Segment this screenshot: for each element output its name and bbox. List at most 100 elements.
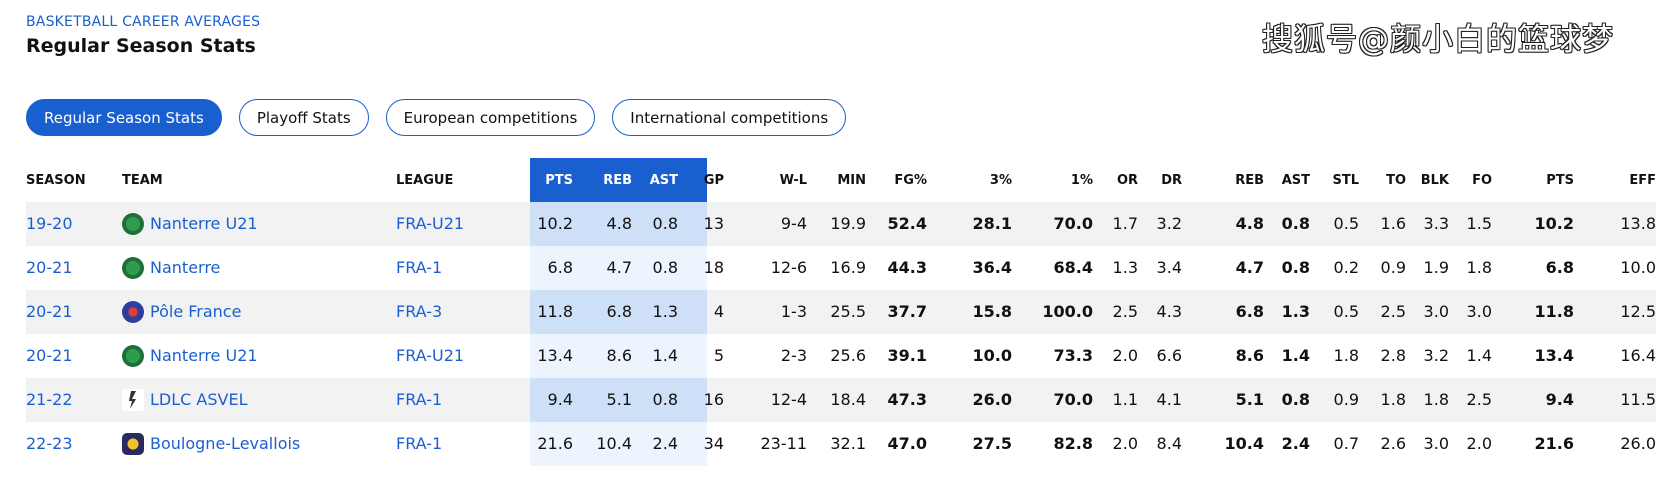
season-link[interactable]: 19-20 [26,214,73,233]
col-min-value: 25.6 [830,346,866,365]
col-gp-header[interactable]: GP [703,173,724,188]
league-link[interactable]: FRA-U21 [396,214,465,233]
col-stl-value: 0.9 [1333,390,1359,409]
boulogne-logo-icon [122,433,144,455]
col-dr-header[interactable]: DR [1161,173,1182,188]
col-pts-header[interactable]: PTS [1546,173,1574,188]
col-3p-value: 36.4 [972,258,1012,277]
col-pts-value: 6.8 [1545,258,1574,277]
col-eff-value: 16.4 [1620,346,1656,365]
col-3p-value: 26.0 [972,390,1012,409]
team-link[interactable]: Nanterre U21 [150,346,258,365]
team-link[interactable]: LDLC ASVEL [150,390,248,409]
team-link[interactable]: Pôle France [150,302,242,321]
col-fg-value: 37.7 [887,302,927,321]
col-fg-header[interactable]: FG% [894,173,927,188]
table-row: 20-21 Pôle France FRA-3 11.8 6.8 1.3 4 1-3 25.5 3… [26,290,1656,334]
nanterre-logo-icon [122,213,144,235]
col-dr-value: 4.3 [1156,302,1182,321]
col-1p-value: 73.3 [1053,346,1093,365]
league-link[interactable]: FRA-1 [396,258,443,277]
col-to-value: 1.8 [1380,390,1406,409]
col-or-value: 1.1 [1112,390,1138,409]
col-blk-value: 3.0 [1423,434,1449,453]
col-blk-value: 1.8 [1423,390,1449,409]
team-header[interactable]: TEAM [122,173,163,188]
col-to-value: 2.8 [1380,346,1406,365]
stats-tabs: Regular Season Stats Playoff Stats Europ… [26,99,847,136]
col-reb-header[interactable]: REB [1235,173,1264,188]
team-link[interactable]: Nanterre [150,258,221,277]
col-reb-value: 6.8 [1235,302,1264,321]
col-reb-value: 10.4 [1224,434,1264,453]
col-dr-value: 4.1 [1156,390,1182,409]
league-header[interactable]: LEAGUE [396,173,454,188]
team-link[interactable]: Boulogne-Levallois [150,434,301,453]
col-wl-header[interactable]: W-L [779,173,807,188]
col-fo-value: 2.0 [1466,434,1492,453]
col-reb-value: 5.1 [1235,390,1264,409]
season-link[interactable]: 20-21 [26,258,73,277]
col-stl-header[interactable]: STL [1332,173,1359,188]
watermark: 搜狐号@颜小白的篮球梦 [1262,22,1614,58]
tab-regular-season[interactable]: Regular Season Stats [26,99,222,136]
league-link[interactable]: FRA-1 [396,390,443,409]
tab-international[interactable]: International competitions [612,99,847,136]
col-3p-value: 27.5 [972,434,1012,453]
league-link[interactable]: FRA-1 [396,434,443,453]
col-1p-header[interactable]: 1% [1070,173,1093,188]
tab-playoff[interactable]: Playoff Stats [238,99,369,136]
col-fg-value: 44.3 [887,258,927,277]
col-fo-value: 1.8 [1466,258,1492,277]
col-eff-value: 13.8 [1620,214,1656,233]
season-link[interactable]: 20-21 [26,346,73,365]
col-to-value: 2.6 [1380,434,1406,453]
col-fg-value: 47.3 [887,390,927,409]
col-to-header[interactable]: TO [1386,173,1406,188]
col-min-header[interactable]: MIN [837,173,866,188]
col-min-value: 16.9 [830,258,866,277]
col-ast-header[interactable]: AST [1281,173,1310,188]
col-dr-value: 8.4 [1156,434,1182,453]
col-blk-value: 3.3 [1423,214,1449,233]
col-reb-value: 4.8 [1235,214,1264,233]
col-eff-value: 10.0 [1620,258,1656,277]
col-ast-hl-header[interactable]: AST [649,173,678,188]
tab-european[interactable]: European competitions [385,99,596,136]
col-pts-value: 11.8 [1534,302,1574,321]
asvel-logo-icon [122,389,144,411]
col-gp-value: 5 [713,346,724,365]
season-link[interactable]: 22-23 [26,434,73,453]
col-min-value: 18.4 [830,390,866,409]
col-pts-hl-value: 13.4 [537,346,573,365]
col-wl-value: 9-4 [780,214,807,233]
league-link[interactable]: FRA-3 [396,302,443,321]
col-pts-hl-header[interactable]: PTS [545,173,573,188]
col-blk-header[interactable]: BLK [1420,173,1449,188]
col-or-header[interactable]: OR [1116,173,1138,188]
season-link[interactable]: 20-21 [26,302,73,321]
col-or-value: 2.5 [1112,302,1138,321]
table-header-row: SEASON TEAM LEAGUE PTS REB AST GP W-L MIN FG% 3% 1%… [26,158,1656,202]
col-reb-hl-value: 8.6 [606,346,632,365]
page-title: Regular Season Stats [26,35,256,57]
team-link[interactable]: Nanterre U21 [150,214,258,233]
col-1p-value: 100.0 [1042,302,1093,321]
col-ast-hl-value: 0.8 [652,258,678,277]
col-reb-hl-header[interactable]: REB [603,173,632,188]
col-pts-value: 21.6 [1534,434,1574,453]
table-row: 21-22 LDLC ASVEL FRA-1 9.4 5.1 0.8 16 12-4 18.4 4… [26,378,1656,422]
table-row: 19-20 Nanterre U21 FRA-U21 10.2 4.8 0.8 13 9-4 1… [26,202,1656,246]
col-fo-header[interactable]: FO [1472,173,1492,188]
col-3p-header[interactable]: 3% [989,173,1012,188]
col-reb-hl-value: 5.1 [606,390,632,409]
season-link[interactable]: 21-22 [26,390,73,409]
col-ast-hl-value: 1.3 [652,302,678,321]
col-fg-value: 39.1 [887,346,927,365]
col-pts-value: 10.2 [1534,214,1574,233]
col-stl-value: 0.2 [1333,258,1359,277]
league-link[interactable]: FRA-U21 [396,346,465,365]
page-header: BASKETBALL CAREER AVERAGES Regular Seaso… [26,14,260,57]
col-eff-header[interactable]: EFF [1629,173,1656,188]
season-header[interactable]: SEASON [26,173,86,188]
